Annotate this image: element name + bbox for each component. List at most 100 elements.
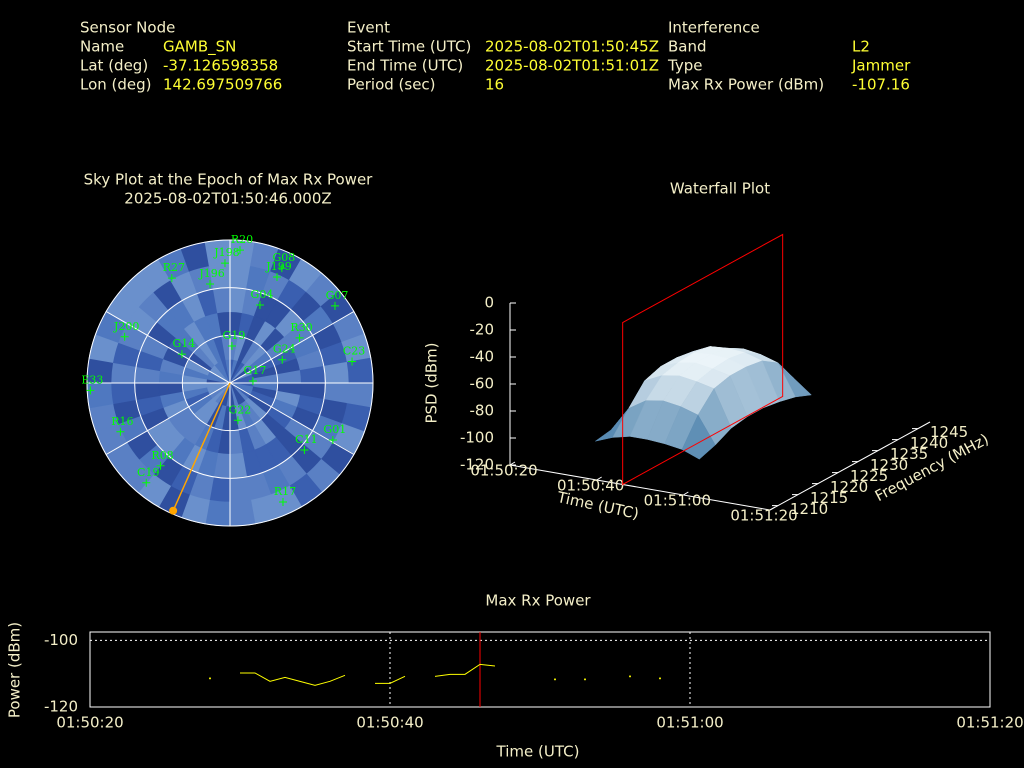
satellite-marker xyxy=(272,272,281,281)
section-title: Interference xyxy=(668,19,760,37)
plot-frame xyxy=(89,631,991,708)
x-tick xyxy=(509,461,516,466)
power-point xyxy=(554,678,556,681)
azimuth-line xyxy=(105,311,231,384)
x-tick-label: 01:51:00 xyxy=(656,714,723,732)
x-tick-label: 01:50:20 xyxy=(470,462,537,480)
sky-heatmap-cell xyxy=(229,476,252,503)
z-tick-label: -100 xyxy=(460,429,494,447)
satellite-label: J198 xyxy=(213,246,239,259)
satellite-marker xyxy=(277,264,286,273)
satellite-marker xyxy=(167,274,176,283)
z-axis-label: PSD (dBm) xyxy=(423,342,441,423)
field-value: -37.126598358 xyxy=(163,57,278,75)
satellite-label: R16 xyxy=(111,415,133,428)
z-tick-label: -80 xyxy=(470,402,495,420)
satellite-label: J199 xyxy=(265,260,291,273)
satellite-marker xyxy=(233,416,242,425)
x-tick-label: 01:51:00 xyxy=(644,492,711,510)
satellite-label: R30 xyxy=(290,321,312,334)
satellite-marker xyxy=(348,357,357,366)
x-axis-label: Time (UTC) xyxy=(496,743,580,761)
satellite-label: J200 xyxy=(113,320,139,333)
satellite-marker xyxy=(235,246,244,255)
field-label: Max Rx Power (dBm) xyxy=(668,76,824,94)
satellite-label: G22 xyxy=(229,403,252,416)
satellite-label: R20 xyxy=(231,233,253,246)
z-tick-label: -40 xyxy=(470,348,495,366)
y-tick-label: -120 xyxy=(44,698,78,716)
field-value: Jammer xyxy=(851,57,911,75)
satellite-label: C23 xyxy=(343,344,365,357)
y-tick-label: 1230 xyxy=(870,456,908,474)
field-label: Band xyxy=(668,38,707,56)
satellite-label: C19 xyxy=(137,466,159,479)
satellite-marker xyxy=(227,342,236,351)
sky-heatmap-cell xyxy=(110,382,137,405)
power-line xyxy=(240,672,346,686)
satellite-label: G14 xyxy=(173,337,196,350)
satellite-marker xyxy=(278,498,287,507)
z-tick-label: -20 xyxy=(470,321,495,339)
satellite-marker xyxy=(331,301,340,310)
satellite-label: R08 xyxy=(151,449,173,462)
field-label: End Time (UTC) xyxy=(347,57,463,75)
power-point xyxy=(629,675,631,678)
satellite-label: C11 xyxy=(295,433,317,446)
y-tick-label: -100 xyxy=(44,631,78,649)
field-label: Type xyxy=(667,57,702,75)
chart-title: Waterfall Plot xyxy=(670,180,770,198)
field-value: 142.697509766 xyxy=(163,76,282,94)
satellite-marker xyxy=(248,376,257,385)
satellite-label: R27 xyxy=(163,261,185,274)
frequency-axis xyxy=(769,421,931,511)
x-tick-label: 01:51:20 xyxy=(956,714,1023,732)
satellite-marker xyxy=(328,436,337,445)
satellite-marker xyxy=(86,386,95,395)
field-value: 2025-08-02T01:50:45Z xyxy=(485,38,659,56)
x-tick-label: 01:50:40 xyxy=(356,714,423,732)
z-tick-label: -120 xyxy=(460,456,494,474)
y-tick-label: 1240 xyxy=(910,434,948,452)
chart-title: Max Rx Power xyxy=(485,592,591,610)
satellite-label: G04 xyxy=(251,288,274,301)
azimuth-line xyxy=(105,382,231,455)
jammer-direction xyxy=(172,382,231,512)
power-line xyxy=(375,675,406,684)
field-label: Lon (deg) xyxy=(80,76,152,94)
satellite-marker xyxy=(255,300,264,309)
field-value: 16 xyxy=(485,76,504,94)
satellite-marker xyxy=(220,259,229,268)
y-axis-label: Power (dBm) xyxy=(6,622,24,718)
sky-heatmap-cell xyxy=(323,361,350,384)
max-power-plane xyxy=(622,233,784,486)
satellite-label: J196 xyxy=(198,267,224,280)
satellite-label: G24 xyxy=(273,343,296,356)
satellite-marker xyxy=(120,332,129,341)
satellite-label: E33 xyxy=(81,373,103,386)
x-tick xyxy=(596,476,602,481)
x-tick-label: 01:50:40 xyxy=(557,477,624,495)
satellite-label: G01 xyxy=(323,423,346,436)
satellite-marker xyxy=(142,478,151,487)
power-line xyxy=(434,663,496,677)
x-tick-label: 01:51:20 xyxy=(730,507,797,525)
field-value: 2025-08-02T01:51:01Z xyxy=(485,57,659,75)
power-point xyxy=(584,678,586,681)
y-tick-label: 1245 xyxy=(930,423,968,441)
x-tick xyxy=(683,491,689,496)
section-title: Event xyxy=(347,19,390,37)
sky-heatmap-cell xyxy=(229,499,256,527)
time-axis xyxy=(509,464,771,511)
y-tick-label: 1235 xyxy=(890,445,928,463)
satellite-label: G19 xyxy=(223,329,246,342)
surface-cell xyxy=(681,414,716,460)
satellite-marker xyxy=(177,350,186,359)
satellite-label: G08 xyxy=(272,251,295,264)
power-point xyxy=(209,677,211,680)
satellite-label: R17 xyxy=(274,485,296,498)
section-title: Sensor Node xyxy=(80,19,175,37)
y-tick-label: 1225 xyxy=(850,467,888,485)
z-tick-label: -60 xyxy=(470,375,495,393)
